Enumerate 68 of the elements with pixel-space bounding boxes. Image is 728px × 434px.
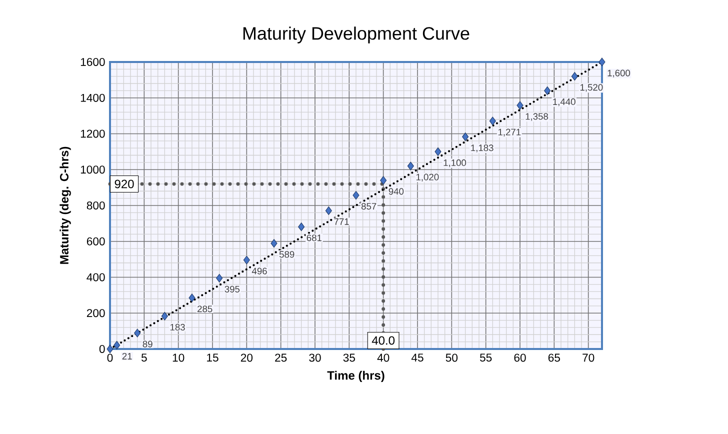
chart-title: Maturity Development Curve	[243, 26, 470, 44]
x-tick-label: 70	[582, 354, 594, 362]
ref-line-label: 40.0	[372, 336, 395, 345]
data-label: 1,183	[471, 144, 494, 152]
data-label: 771	[334, 218, 349, 225]
data-label: 1,520	[580, 84, 603, 92]
data-label: 1,100	[444, 159, 466, 168]
x-tick-label: 5	[141, 354, 147, 362]
x-tick-label: 0	[107, 354, 113, 362]
x-tick-label: 55	[480, 354, 492, 362]
point	[114, 340, 120, 350]
data-label: 857	[361, 203, 376, 210]
y-tick-label: 800	[86, 201, 105, 210]
x-tick-label: 10	[172, 354, 184, 362]
x-tick-label: 65	[548, 354, 560, 362]
y-tick-label: 1400	[80, 94, 105, 102]
data-label: 285	[198, 306, 212, 312]
data-label: 183	[170, 324, 185, 330]
y-tick-label: 0	[99, 344, 105, 353]
point	[134, 328, 141, 338]
y-tick-label: 1600	[80, 58, 105, 66]
data-label: 89	[142, 340, 152, 348]
point	[352, 190, 360, 200]
data-label: 1,020	[416, 174, 439, 182]
point	[489, 116, 496, 126]
point	[434, 147, 442, 156]
point	[325, 206, 332, 215]
point	[106, 344, 114, 354]
ref-line-label: 920	[114, 180, 134, 188]
data-label: 1,358	[526, 113, 548, 121]
x-tick-label: 20	[240, 354, 253, 362]
point	[462, 132, 469, 142]
data-label: 940	[388, 188, 404, 195]
y-tick-label: 200	[86, 309, 105, 318]
x-tick-label: 60	[514, 354, 526, 362]
point	[571, 72, 578, 81]
y-tick-label: 1200	[80, 130, 105, 138]
data-label: 1,440	[553, 98, 576, 106]
y-axis-title: Maturity (deg. C-hrs)	[60, 146, 71, 264]
y-tick-label: 1000	[80, 166, 105, 174]
x-tick-label: 50	[446, 354, 458, 362]
x-tick-label: 35	[343, 354, 355, 362]
x-tick-label: 45	[411, 354, 424, 362]
point	[380, 176, 387, 185]
data-label: 681	[306, 234, 322, 242]
point	[243, 256, 250, 264]
data-label: 21	[122, 352, 132, 360]
point	[298, 222, 305, 232]
point	[544, 86, 551, 95]
x-axis-title: Time (hrs)	[327, 370, 384, 382]
x-tick-label: 40	[377, 354, 390, 362]
data-label: 395	[224, 286, 240, 292]
x-tick-label: 25	[275, 354, 287, 362]
data-label: 589	[279, 251, 294, 258]
data-label: 496	[252, 268, 267, 274]
point	[407, 162, 414, 170]
point	[516, 101, 524, 110]
point	[161, 312, 168, 320]
point	[216, 274, 223, 282]
x-tick-label: 30	[309, 354, 321, 362]
y-tick-label: 600	[86, 237, 105, 246]
data-label: 1,271	[498, 128, 521, 136]
x-tick-label: 15	[207, 354, 218, 362]
point	[598, 58, 606, 66]
point	[270, 239, 278, 248]
y-tick-label: 400	[86, 273, 105, 282]
data-label: 1,600	[608, 70, 630, 78]
point	[188, 294, 196, 302]
